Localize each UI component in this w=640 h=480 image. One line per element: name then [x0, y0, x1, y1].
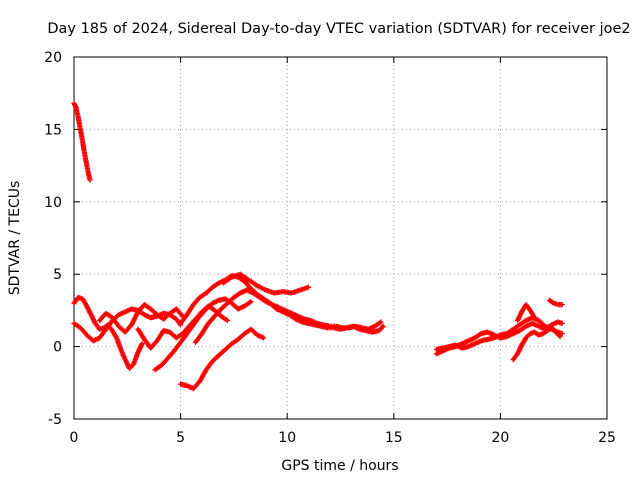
- y-tick-label: 0: [53, 340, 62, 356]
- x-tick-label: 15: [385, 430, 403, 446]
- y-tick-label: 20: [44, 50, 62, 66]
- data-point: [179, 312, 185, 318]
- series-track-4: [97, 302, 186, 335]
- plot-frame: [73, 56, 608, 420]
- data-points: [71, 100, 565, 392]
- data-point: [139, 341, 145, 347]
- series-track-14: [514, 302, 538, 324]
- series-track-13: [510, 325, 563, 363]
- axis-ticks: 0 5 10 15 20 25 -5 0 5 10 15 20: [44, 50, 616, 446]
- x-axis-label: GPS time / hours: [281, 458, 398, 474]
- data-point: [559, 320, 565, 326]
- data-point: [559, 302, 565, 308]
- y-tick-label: 10: [44, 195, 62, 211]
- data-point: [380, 323, 386, 329]
- x-tick-label: 0: [70, 430, 79, 446]
- series-track-9: [178, 326, 267, 392]
- data-point: [224, 317, 231, 324]
- series-track-3: [71, 306, 184, 344]
- data-point: [559, 331, 565, 337]
- data-point: [305, 284, 312, 290]
- x-tick-label: 25: [598, 430, 616, 446]
- grid: [74, 57, 607, 419]
- series-track-8: [192, 287, 384, 345]
- chart-title: Day 185 of 2024, Sidereal Day-to-day VTE…: [47, 21, 630, 37]
- x-tick-label: 20: [491, 430, 509, 446]
- data-point: [531, 315, 538, 321]
- x-tick-label: 10: [278, 430, 296, 446]
- series-track-12: [433, 319, 565, 357]
- series-track-1: [71, 100, 93, 183]
- series-track-10: [220, 271, 312, 296]
- y-tick-label: 5: [53, 267, 62, 283]
- data-point: [87, 177, 93, 183]
- y-tick-label: 15: [44, 122, 62, 138]
- y-axis-label: SDTVAR / TECUs: [7, 181, 23, 296]
- series-track-15: [546, 297, 565, 308]
- data-point: [557, 333, 563, 340]
- data-point: [261, 335, 267, 341]
- x-tick-label: 5: [176, 430, 185, 446]
- data-point: [378, 319, 384, 325]
- y-tick-label: -5: [48, 412, 62, 428]
- data-point: [248, 299, 254, 305]
